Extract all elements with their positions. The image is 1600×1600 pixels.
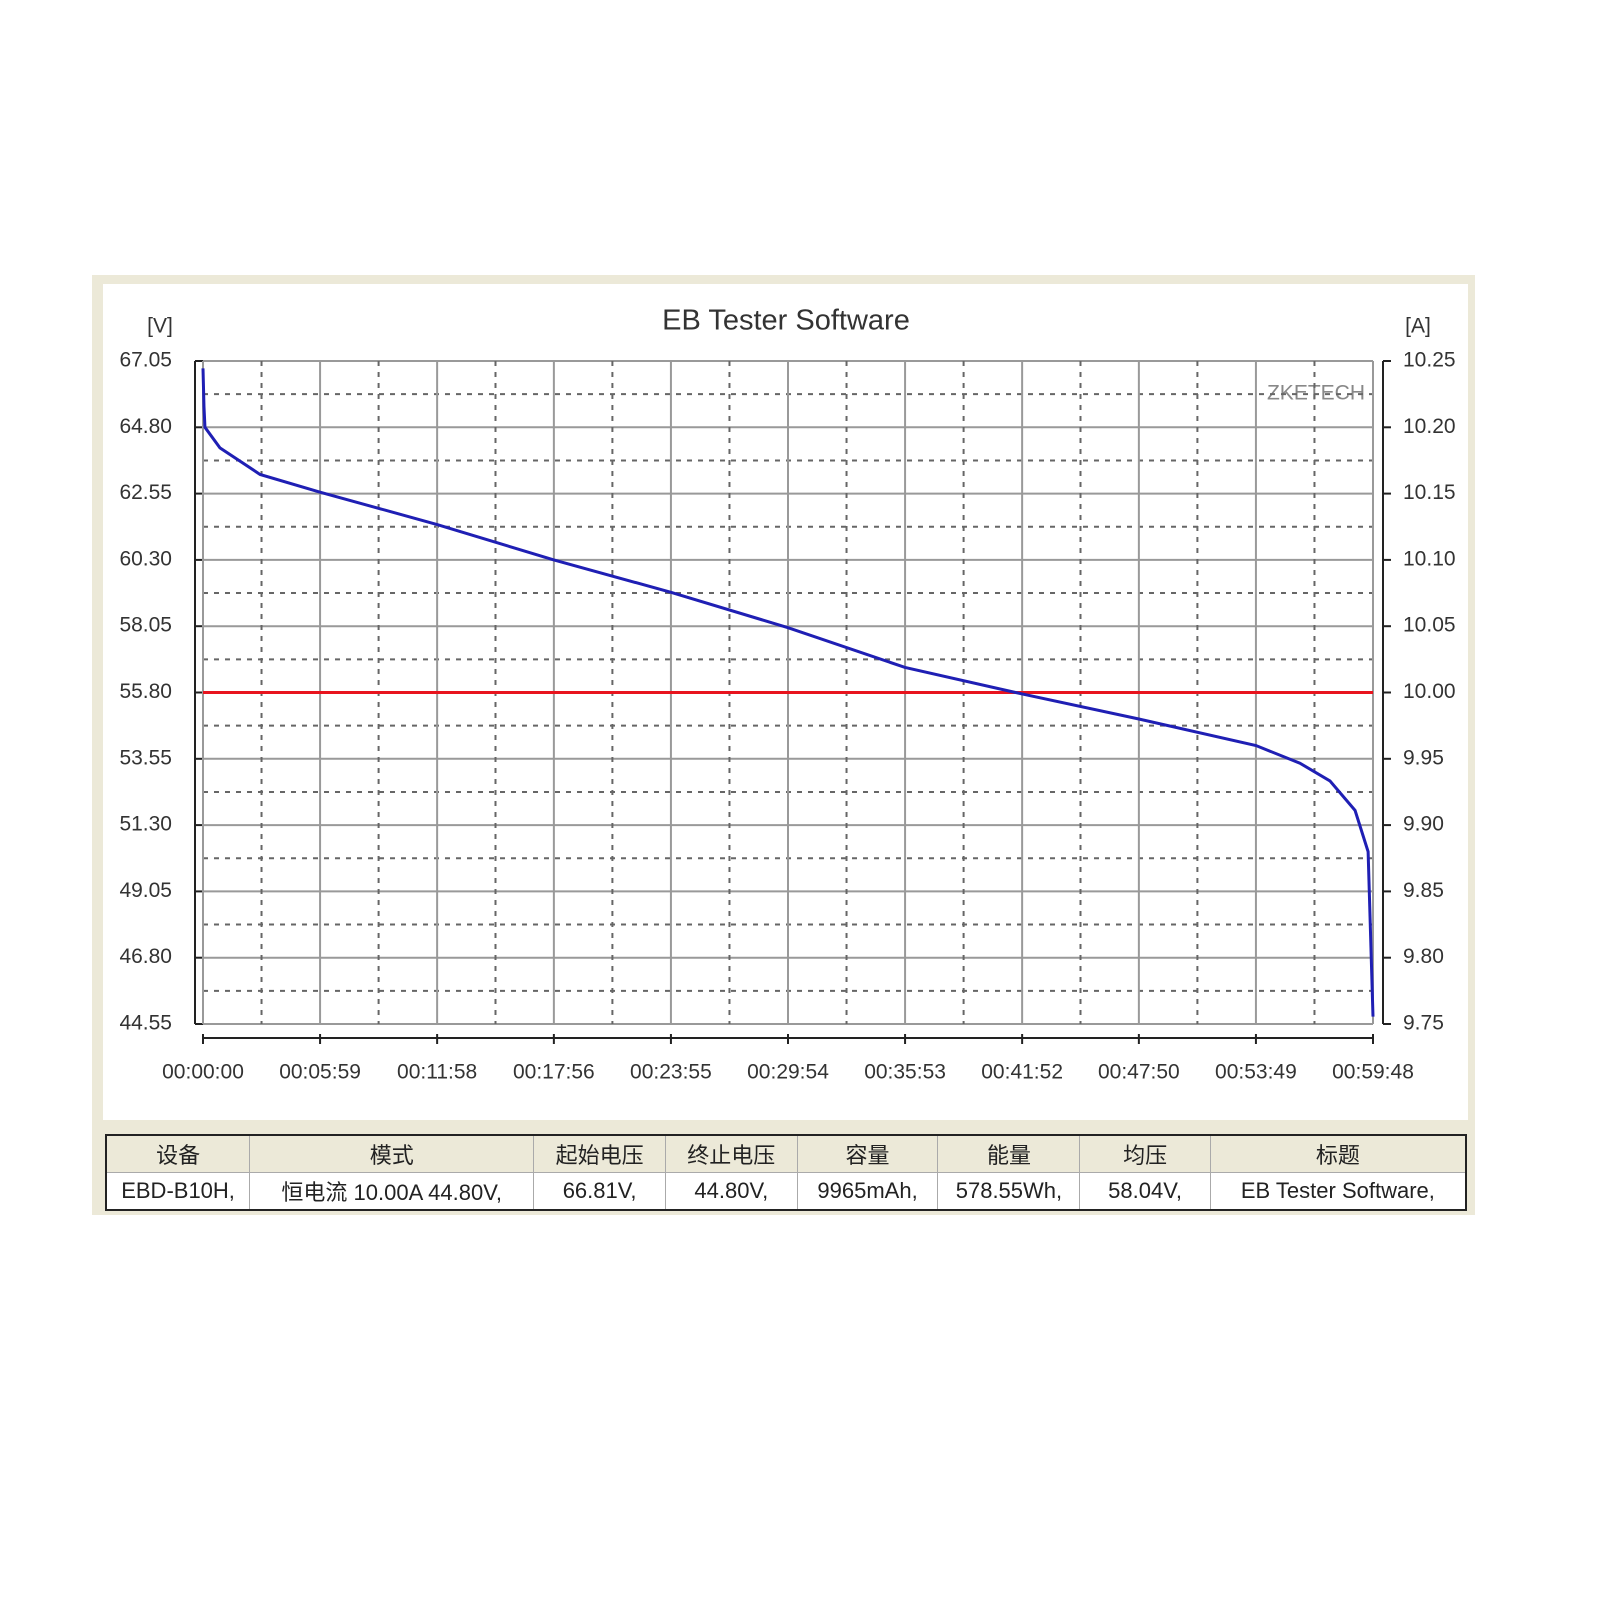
header-cell: 终止电压 bbox=[664, 1134, 798, 1173]
y2-tick-label: 9.90 bbox=[1403, 813, 1444, 836]
x-tick-label: 00:53:49 bbox=[1215, 1061, 1297, 1084]
y-tick-label: 64.80 bbox=[119, 415, 172, 438]
y-tick-label: 62.55 bbox=[119, 481, 172, 504]
y-axis-label: [V] bbox=[147, 315, 173, 338]
x-tick-label: 00:00:00 bbox=[162, 1061, 244, 1084]
summary-table: 设备 模式 起始电压 终止电压 容量 能量 均压 标题 EBD-B10H, 恒电流 10.00A… bbox=[105, 1134, 1467, 1211]
y2-tick-label: 10.00 bbox=[1403, 680, 1456, 703]
x-tick-label: 00:11:58 bbox=[397, 1061, 477, 1084]
y2-tick-label: 10.20 bbox=[1403, 415, 1456, 438]
y2-tick-label: 9.95 bbox=[1403, 746, 1444, 769]
y2-tick-label: 10.05 bbox=[1403, 614, 1456, 637]
x-tick-label: 00:23:55 bbox=[630, 1061, 712, 1084]
y2-tick-label: 10.15 bbox=[1403, 481, 1456, 504]
y2-tick-label: 10.10 bbox=[1403, 547, 1456, 570]
cell: 恒电流 10.00A 44.80V, bbox=[249, 1172, 535, 1211]
cell: EBD-B10H, bbox=[105, 1172, 251, 1211]
y-tick-label: 49.05 bbox=[119, 879, 172, 902]
x-tick-label: 00:05:59 bbox=[279, 1061, 361, 1084]
table-row: EBD-B10H, 恒电流 10.00A 44.80V, 66.81V, 44.80V… bbox=[105, 1172, 1467, 1211]
table-header: 设备 模式 起始电压 终止电压 容量 能量 均压 标题 bbox=[105, 1134, 1467, 1173]
y-tick-label: 51.30 bbox=[119, 813, 172, 836]
data-line bbox=[201, 368, 1375, 1017]
y2-tick-label: 9.85 bbox=[1403, 879, 1444, 902]
y-tick-label: 44.55 bbox=[119, 1012, 172, 1035]
y2-axis-label: [A] bbox=[1405, 315, 1431, 338]
y-tick-label: 53.55 bbox=[119, 746, 172, 769]
header-cell: 标题 bbox=[1209, 1134, 1467, 1173]
y-tick-label: 58.05 bbox=[119, 614, 172, 637]
y-tick-label: 55.80 bbox=[119, 680, 172, 703]
cell: 58.04V, bbox=[1079, 1172, 1211, 1211]
y-tick-label: 46.80 bbox=[119, 945, 172, 968]
y2-tick-label: 9.75 bbox=[1403, 1012, 1444, 1035]
cell: 44.80V, bbox=[664, 1172, 798, 1211]
x-tick-label: 00:17:56 bbox=[513, 1061, 595, 1084]
plot-background bbox=[103, 284, 1468, 1120]
x-tick-label: 00:47:50 bbox=[1098, 1061, 1180, 1084]
header-cell: 能量 bbox=[937, 1134, 1081, 1173]
cell: 9965mAh, bbox=[796, 1172, 939, 1211]
cell: 578.55Wh, bbox=[937, 1172, 1081, 1211]
header-cell: 模式 bbox=[249, 1134, 535, 1173]
y-tick-label: 67.05 bbox=[119, 349, 172, 372]
cell: 66.81V, bbox=[533, 1172, 666, 1211]
cell: EB Tester Software, bbox=[1209, 1172, 1467, 1211]
x-tick-label: 00:59:48 bbox=[1332, 1061, 1414, 1084]
x-tick-label: 00:35:53 bbox=[864, 1061, 946, 1084]
y2-tick-label: 10.25 bbox=[1403, 349, 1456, 372]
header-cell: 均压 bbox=[1079, 1134, 1211, 1173]
header-cell: 起始电压 bbox=[533, 1134, 666, 1173]
header-cell: 设备 bbox=[105, 1134, 251, 1173]
y2-tick-label: 9.80 bbox=[1403, 945, 1444, 968]
x-tick-label: 00:29:54 bbox=[747, 1061, 829, 1084]
y-tick-label: 60.30 bbox=[119, 547, 172, 570]
x-tick-label: 00:41:52 bbox=[981, 1061, 1063, 1084]
header-cell: 容量 bbox=[796, 1134, 939, 1173]
watermark: ZKETECH bbox=[1267, 382, 1365, 405]
chart-title: EB Tester Software bbox=[662, 305, 910, 337]
